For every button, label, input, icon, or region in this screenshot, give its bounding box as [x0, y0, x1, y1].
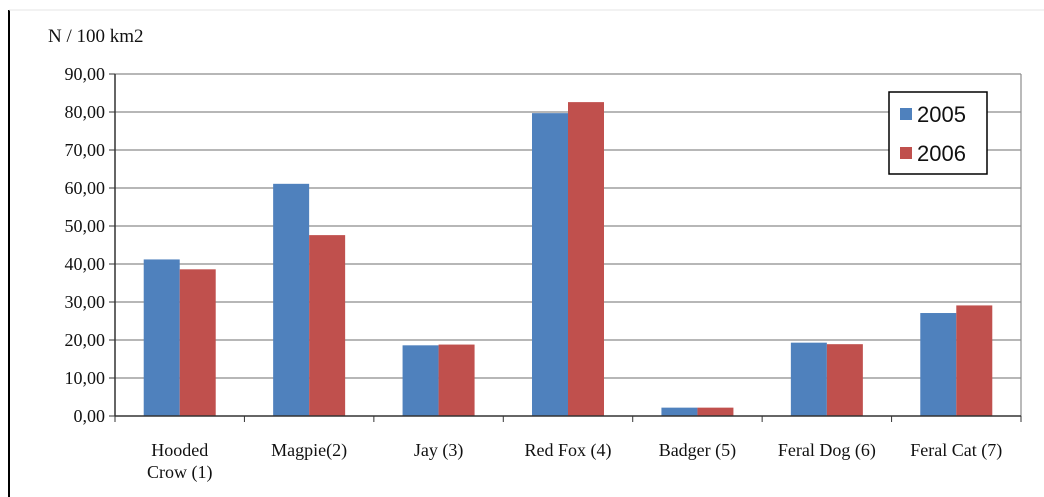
- x-category-label-line: Feral Dog (6): [778, 440, 876, 461]
- bar-2005-6: [920, 313, 957, 416]
- legend-label-2005: 2005: [917, 102, 966, 127]
- y-tick-label: 80,00: [65, 102, 106, 122]
- y-tick-label: 40,00: [65, 254, 106, 274]
- legend: 2005 2006: [888, 91, 988, 175]
- x-category-label: Badger (5): [659, 440, 736, 461]
- bar-2005-5: [790, 342, 827, 416]
- y-tick-label: 50,00: [65, 216, 106, 236]
- y-tick-label: 60,00: [65, 178, 106, 198]
- bars: [143, 102, 993, 417]
- x-category-label-line: Feral Cat (7): [910, 440, 1002, 461]
- x-category-label: Hooded Crow (1): [147, 440, 213, 483]
- axes: [109, 73, 1022, 422]
- bar-2006-2: [438, 344, 475, 416]
- bar-2006-5: [826, 344, 863, 416]
- x-category-label-line: Hooded: [151, 440, 208, 460]
- bar-2006-1: [309, 235, 346, 416]
- x-category-label-line: Badger (5): [659, 440, 736, 461]
- x-category-label-line: Magpie(2): [271, 440, 347, 461]
- bar-2006-6: [956, 305, 993, 416]
- bar-2006-4: [697, 407, 734, 416]
- x-category-labels: Hooded Crow (1) Magpie(2) Jay (3) Red Fox (4…: [147, 440, 1002, 483]
- y-tick-label: 0,00: [74, 406, 106, 426]
- bar-2005-1: [273, 183, 310, 416]
- legend-swatch-2005: [900, 108, 912, 120]
- y-unit-label: N / 100 km2: [48, 26, 144, 47]
- y-tick-label: 10,00: [65, 368, 106, 388]
- x-category-label: Jay (3): [414, 440, 463, 461]
- y-tick-label: 30,00: [65, 292, 106, 312]
- bar-2006-0: [179, 269, 216, 416]
- bar-2006-3: [568, 102, 604, 417]
- legend-box: [888, 91, 988, 175]
- x-category-label-line: Red Fox (4): [525, 440, 612, 461]
- x-category-label: Feral Dog (6): [778, 440, 876, 461]
- y-tick-labels: 0,00 10,00 20,00 30,00 40,00 50,00 60,00 70,00 8…: [65, 64, 106, 426]
- y-tick-label: 20,00: [65, 330, 106, 350]
- y-tick-label: 70,00: [65, 140, 106, 160]
- legend-swatch-2006: [900, 147, 912, 159]
- x-category-label-line: Jay (3): [414, 440, 463, 461]
- bar-2005-4: [661, 407, 698, 416]
- x-category-label-line: Crow (1): [147, 462, 213, 483]
- legend-label-2006: 2006: [917, 141, 966, 166]
- x-category-label: Feral Cat (7): [910, 440, 1002, 461]
- bar-2005-2: [402, 345, 439, 416]
- y-tick-label: 90,00: [65, 64, 106, 84]
- x-category-label: Red Fox (4): [525, 440, 612, 461]
- bar-2005-3: [532, 113, 568, 416]
- x-category-label: Magpie(2): [271, 440, 347, 461]
- bar-2005-0: [143, 259, 180, 416]
